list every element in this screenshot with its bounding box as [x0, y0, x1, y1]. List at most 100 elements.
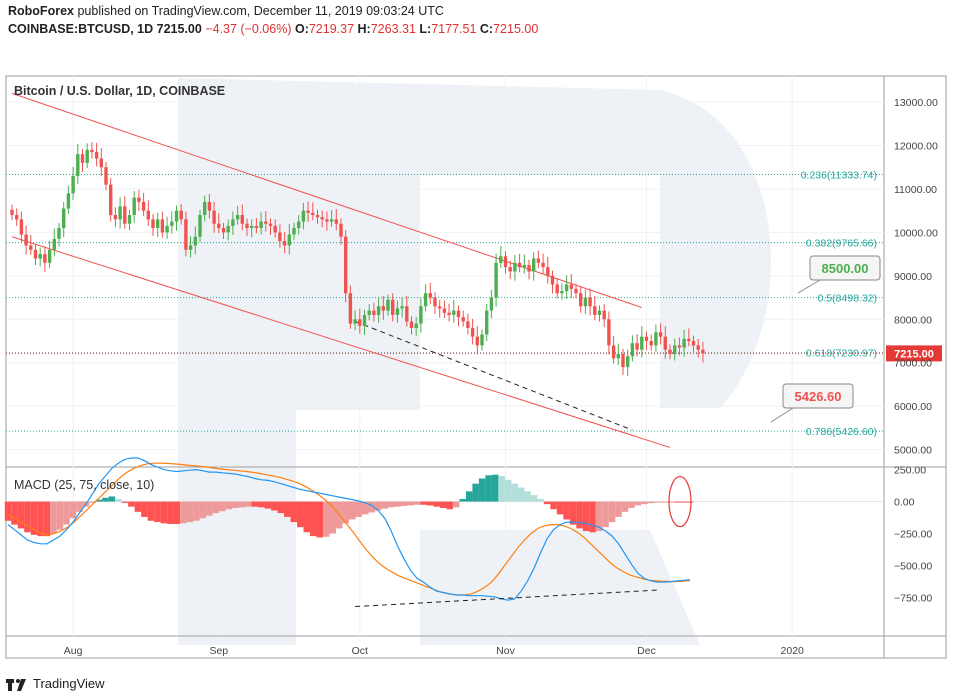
- candle-body: [447, 312, 451, 315]
- macd-histogram-bar: [608, 501, 616, 523]
- candle-body: [141, 201, 146, 211]
- candle-body: [62, 208, 66, 229]
- candle-body: [438, 306, 442, 309]
- candle-body: [668, 349, 672, 355]
- candle-body: [626, 356, 630, 368]
- candle-body: [677, 345, 682, 348]
- candle-body: [405, 306, 409, 322]
- candle-body: [315, 215, 320, 218]
- macd-histogram-bar: [381, 501, 388, 509]
- candle-body: [621, 354, 625, 368]
- footer-brand[interactable]: TradingView: [6, 676, 105, 691]
- candle-body: [320, 217, 324, 220]
- macd-histogram-bar: [115, 499, 122, 502]
- macd-histogram-bar: [63, 501, 70, 525]
- candle-body: [170, 221, 174, 226]
- candle-body: [663, 336, 667, 350]
- candle-body: [254, 225, 259, 229]
- candle-body: [127, 215, 132, 224]
- candle-body: [160, 219, 165, 233]
- macd-histogram-bar: [24, 501, 31, 533]
- candle-body: [259, 221, 263, 229]
- candle-body: [691, 341, 696, 346]
- candle-body: [212, 210, 216, 224]
- macd-histogram-bar: [615, 501, 622, 517]
- candle-body: [151, 219, 155, 229]
- macd-histogram-bar: [284, 501, 291, 517]
- candle-body: [376, 306, 381, 315]
- channel-lines[interactable]: [11, 92, 671, 448]
- candle-body: [409, 321, 414, 328]
- author-name[interactable]: RoboForex: [8, 4, 74, 18]
- macd-histogram-bar: [400, 501, 408, 507]
- macd-histogram-bar: [517, 487, 525, 502]
- candle-body: [348, 293, 353, 324]
- macd-histogram-bar: [582, 501, 590, 532]
- macd-tick-label: 250.00: [894, 465, 926, 477]
- macd-histogram-bar: [556, 501, 564, 515]
- macd-histogram-bar: [439, 501, 447, 508]
- candle-body: [640, 336, 644, 350]
- macd-histogram-bar: [173, 501, 181, 524]
- candle-body: [221, 228, 226, 233]
- macd-histogram-bar: [56, 501, 64, 530]
- candle-body: [583, 297, 588, 307]
- macd-histogram-bar: [433, 501, 440, 507]
- fib-level-label: 0.618(7230.97): [806, 348, 877, 360]
- candle-body: [428, 293, 432, 298]
- macd-histogram-bar: [50, 501, 57, 534]
- candle-body: [217, 223, 221, 229]
- candle-body: [532, 258, 536, 272]
- macd-histogram-bar: [180, 501, 187, 524]
- macd-tick-label: −750.00: [894, 593, 932, 605]
- macd-histogram-bar: [355, 501, 362, 517]
- candle-body: [297, 221, 301, 229]
- candle-body: [485, 310, 489, 335]
- time-tick-label: Oct: [352, 645, 368, 657]
- candle-body: [123, 206, 127, 224]
- candle-body: [33, 249, 38, 259]
- macd-histogram-bar: [128, 501, 135, 507]
- time-axis: Aug Sep Oct Nov Dec 2020: [64, 645, 804, 657]
- callout-pointer: [770, 407, 794, 423]
- fib-level-label: 0.5(8498.32): [817, 293, 877, 305]
- macd-histogram-bar: [478, 478, 486, 502]
- candle-body: [250, 225, 254, 229]
- candle-body: [132, 197, 136, 216]
- macd-histogram-bar: [167, 501, 174, 524]
- macd-histogram-bar: [589, 501, 596, 533]
- candle-body: [165, 225, 169, 233]
- macd-histogram-bar: [225, 501, 233, 510]
- macd-histogram-bar: [310, 501, 317, 537]
- candle-body: [66, 193, 71, 209]
- price-tick-label: 10000.00: [894, 227, 938, 239]
- macd-trend-line: [355, 589, 661, 608]
- candle-body: [658, 332, 663, 337]
- candle-body: [475, 336, 479, 346]
- last-price: 7215.00: [156, 22, 202, 36]
- open-label: O:: [294, 22, 309, 36]
- candle-body: [24, 234, 28, 246]
- macd-histogram-bar: [264, 501, 272, 509]
- macd-histogram-bar: [472, 483, 479, 502]
- macd-histogram-bar: [602, 501, 609, 528]
- candle-body: [588, 297, 592, 307]
- price-tick-label: 8000.00: [894, 314, 932, 326]
- macd-histogram-bar: [595, 501, 603, 532]
- candlesticks: [10, 142, 705, 377]
- candle-body: [43, 254, 47, 263]
- macd-histogram-bar: [530, 495, 538, 502]
- candle-body: [682, 338, 686, 348]
- candle-body: [546, 267, 550, 276]
- macd-histogram-bar: [102, 497, 109, 502]
- candle-body: [146, 210, 150, 220]
- time-tick-label: 2020: [781, 645, 805, 657]
- macd-histogram-bar: [686, 501, 694, 503]
- candle-body: [687, 338, 691, 342]
- macd-signal-line: [7, 462, 691, 596]
- candle-body: [536, 258, 541, 263]
- fib-level-label: 0.786(5426.60): [806, 426, 877, 438]
- support-trend-line: [354, 320, 633, 431]
- macd-histogram-bar: [30, 501, 38, 535]
